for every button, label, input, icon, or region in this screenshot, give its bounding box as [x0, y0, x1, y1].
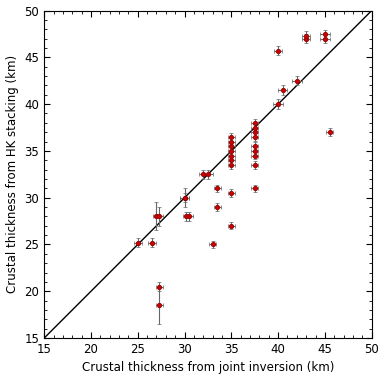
Y-axis label: Crustal thickness from HK stacking (km): Crustal thickness from HK stacking (km) — [6, 55, 19, 293]
X-axis label: Crustal thickness from joint inversion (km): Crustal thickness from joint inversion (… — [82, 361, 334, 374]
